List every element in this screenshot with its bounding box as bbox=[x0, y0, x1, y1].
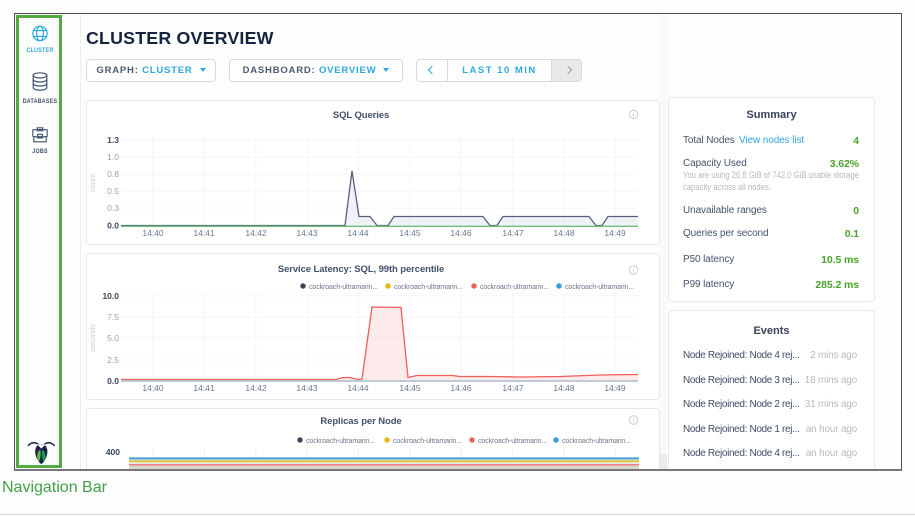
svg-text:14:40: 14:40 bbox=[142, 383, 164, 393]
svg-text:cockroach-ultramarin...: cockroach-ultramarin... bbox=[565, 284, 634, 291]
svg-text:cockroach-ultramarin...: cockroach-ultramarin... bbox=[393, 438, 462, 445]
svg-text:14:47: 14:47 bbox=[502, 228, 524, 238]
svg-text:400: 400 bbox=[106, 447, 120, 457]
svg-text:seconds: seconds bbox=[88, 324, 97, 352]
svg-text:0.5: 0.5 bbox=[107, 186, 119, 196]
svg-text:14:48: 14:48 bbox=[553, 383, 575, 393]
svg-text:1.0: 1.0 bbox=[107, 152, 119, 162]
svg-text:i: i bbox=[633, 418, 635, 425]
svg-text:i: i bbox=[633, 113, 635, 120]
svg-text:14:49: 14:49 bbox=[604, 228, 626, 238]
svg-text:0.0: 0.0 bbox=[107, 376, 119, 386]
svg-text:0.3: 0.3 bbox=[107, 203, 119, 213]
svg-text:i: i bbox=[633, 268, 635, 275]
svg-text:cockroach-ultramarin...: cockroach-ultramarin... bbox=[562, 438, 631, 445]
svg-text:14:43: 14:43 bbox=[296, 383, 318, 393]
svg-text:cockroach-ultramarin...: cockroach-ultramarin... bbox=[306, 438, 375, 445]
svg-text:0.0: 0.0 bbox=[107, 221, 119, 231]
svg-text:cockroach-ultramarin...: cockroach-ultramarin... bbox=[480, 284, 549, 291]
svg-text:14:45: 14:45 bbox=[399, 228, 421, 238]
svg-text:cockroach-ultramarin...: cockroach-ultramarin... bbox=[478, 438, 547, 445]
svg-text:14:42: 14:42 bbox=[245, 228, 267, 238]
svg-text:14:40: 14:40 bbox=[142, 228, 164, 238]
svg-text:14:45: 14:45 bbox=[399, 383, 421, 393]
svg-text:14:41: 14:41 bbox=[193, 383, 215, 393]
svg-text:14:47: 14:47 bbox=[502, 383, 524, 393]
svg-text:7.5: 7.5 bbox=[107, 312, 119, 322]
svg-text:2.5: 2.5 bbox=[107, 355, 119, 365]
svg-text:14:44: 14:44 bbox=[347, 383, 369, 393]
svg-text:cockroach-ultramarin...: cockroach-ultramarin... bbox=[394, 284, 463, 291]
svg-text:0.8: 0.8 bbox=[107, 169, 119, 179]
svg-text:10.0: 10.0 bbox=[102, 291, 119, 301]
svg-text:14:46: 14:46 bbox=[450, 383, 472, 393]
svg-text:count: count bbox=[88, 173, 97, 192]
svg-text:cockroach-ultramarin...: cockroach-ultramarin... bbox=[309, 284, 378, 291]
svg-text:14:42: 14:42 bbox=[245, 383, 267, 393]
svg-text:14:49: 14:49 bbox=[604, 383, 626, 393]
svg-text:1.3: 1.3 bbox=[107, 135, 119, 145]
svg-text:14:44: 14:44 bbox=[347, 228, 369, 238]
svg-text:14:46: 14:46 bbox=[450, 228, 472, 238]
svg-text:14:41: 14:41 bbox=[193, 228, 215, 238]
svg-text:14:48: 14:48 bbox=[553, 228, 575, 238]
svg-text:5.0: 5.0 bbox=[107, 333, 119, 343]
svg-text:14:43: 14:43 bbox=[296, 228, 318, 238]
